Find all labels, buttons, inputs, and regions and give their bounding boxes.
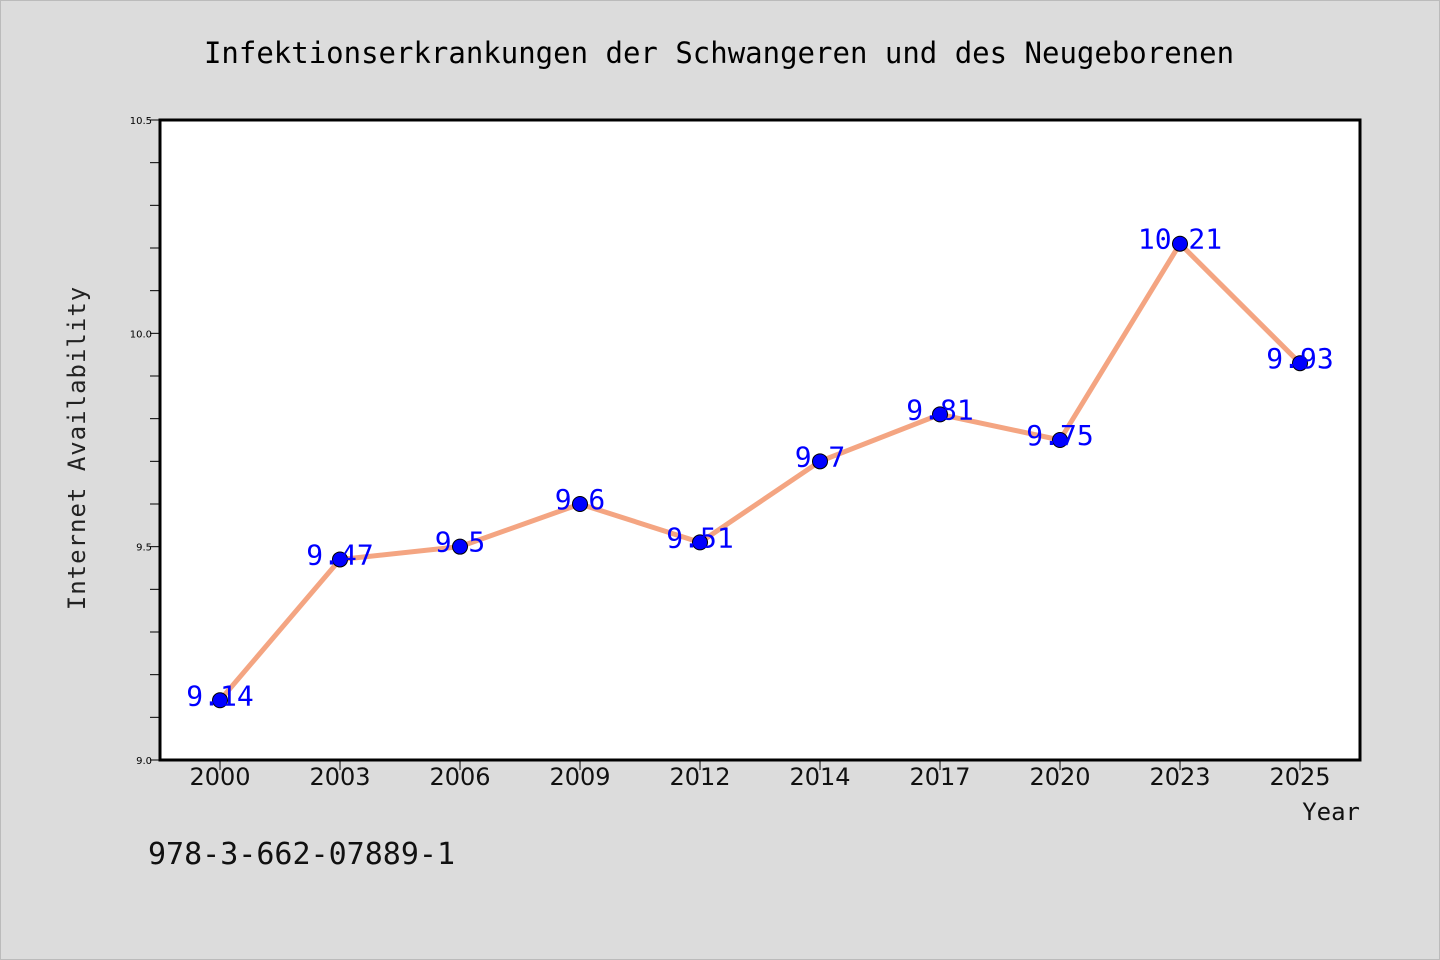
x-tick-label: 2012 [669,763,730,791]
y-axis-label: Internet Availability [63,286,91,610]
plot-frame [158,118,1362,762]
x-tick-label: 2009 [549,763,610,791]
data-label: 9.75 [1026,419,1093,452]
data-labels: 9.14 9.47 9.5 9.6 9.51 9.7 9.81 9.75 10.21 9.93 [186,223,1333,713]
data-label: 9.5 [435,526,486,559]
data-point [692,534,708,551]
y-tick-label: 10.0 [130,329,152,340]
y-tick-label: 10.5 [130,116,152,127]
data-point [1052,432,1068,448]
x-tick-label: 2006 [429,763,490,791]
x-tick-label: 2014 [789,763,850,791]
chart-title: Infektionserkrankungen der Schwangeren u… [204,36,1234,70]
x-axis-label: Year [1302,798,1360,826]
y-axis: 9.0 9.5 10.0 10.5 [130,116,160,767]
data-point [212,692,228,709]
x-tick-label: 2020 [1029,763,1090,791]
data-point [332,551,348,568]
data-point [812,453,828,470]
y-tick-label: 9.0 [136,756,152,767]
data-point [1172,235,1188,252]
x-tick-label: 2000 [189,763,250,791]
data-point [452,538,468,555]
x-tick-label: 2003 [309,763,370,791]
data-label: 9.51 [666,521,733,554]
x-tick-label: 2023 [1149,763,1210,791]
x-axis: 2000 2003 2006 2009 2012 2014 2017 2020 2023 2025 [189,760,1331,791]
x-tick-label: 2025 [1269,763,1330,791]
y-tick-label: 9.5 [136,543,152,554]
data-label: 9.93 [1266,342,1333,375]
data-label: 9.7 [795,440,846,473]
series-line [217,241,1303,703]
x-tick-label: 2017 [909,763,970,791]
footer-code: 978-3-662-07889-1 [148,837,455,872]
data-label: 9.6 [555,483,606,516]
data-label: 10.21 [1138,223,1222,256]
data-point [1292,355,1308,372]
data-label: 9.81 [906,393,973,426]
data-label: 9.47 [306,538,373,571]
data-point [572,496,588,512]
plot-area [160,120,1360,760]
data-point [932,406,948,423]
data-points [212,235,1308,709]
data-label: 9.14 [186,679,253,712]
